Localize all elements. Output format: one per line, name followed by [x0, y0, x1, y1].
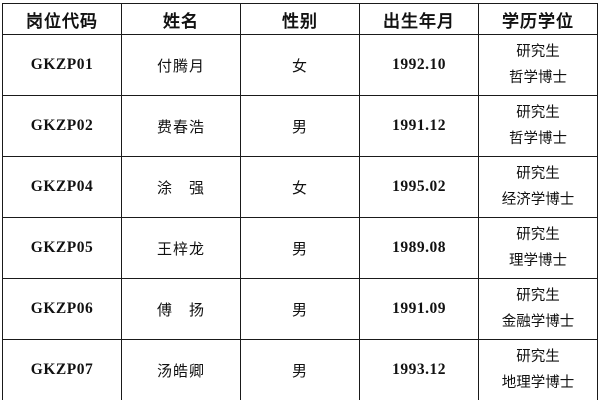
cell-education-degree: 研究生 理学博士 — [478, 217, 598, 279]
table-row: GKZP02 费春浩 男 1991.12 研究生 哲学博士 — [2, 95, 598, 157]
header-name: 姓名 — [121, 3, 241, 35]
recruitment-table: 岗位代码 姓名 性别 出生年月 学历学位 GKZP01 付腾月 女 1992.1… — [2, 3, 598, 400]
cell-position-code: GKZP02 — [2, 95, 122, 157]
education-level: 研究生 — [516, 105, 560, 121]
degree-name: 理学博士 — [509, 253, 567, 269]
degree-name: 地理学博士 — [501, 375, 575, 391]
education-level: 研究生 — [516, 349, 560, 365]
header-position-code: 岗位代码 — [2, 3, 122, 35]
cell-name: 傅 扬 — [121, 278, 241, 340]
header-birth-date: 出生年月 — [359, 3, 479, 35]
cell-gender: 男 — [240, 278, 360, 340]
cell-position-code: GKZP01 — [2, 34, 122, 96]
table-row: GKZP04 涂 强 女 1995.02 研究生 经济学博士 — [2, 156, 598, 218]
degree-name: 哲学博士 — [509, 70, 567, 86]
degree-name: 哲学博士 — [509, 131, 567, 147]
cell-education-degree: 研究生 哲学博士 — [478, 34, 598, 96]
cell-gender: 男 — [240, 339, 360, 400]
table-row: GKZP06 傅 扬 男 1991.09 研究生 金融学博士 — [2, 278, 598, 340]
cell-name: 付腾月 — [121, 34, 241, 96]
cell-birth-date: 1991.12 — [359, 95, 479, 157]
education-level: 研究生 — [516, 166, 560, 182]
table-header-row: 岗位代码 姓名 性别 出生年月 学历学位 — [2, 3, 598, 35]
degree-name: 经济学博士 — [501, 192, 575, 208]
header-education-degree: 学历学位 — [478, 3, 598, 35]
cell-position-code: GKZP07 — [2, 339, 122, 400]
cell-birth-date: 1989.08 — [359, 217, 479, 279]
cell-gender: 男 — [240, 217, 360, 279]
education-level: 研究生 — [516, 288, 560, 304]
degree-name: 金融学博士 — [501, 314, 575, 330]
cell-birth-date: 1991.09 — [359, 278, 479, 340]
cell-name: 汤皓卿 — [121, 339, 241, 400]
cell-gender: 男 — [240, 95, 360, 157]
cell-name: 涂 强 — [121, 156, 241, 218]
education-level: 研究生 — [516, 227, 560, 243]
cell-education-degree: 研究生 金融学博士 — [478, 278, 598, 340]
cell-name: 费春浩 — [121, 95, 241, 157]
cell-birth-date: 1992.10 — [359, 34, 479, 96]
cell-birth-date: 1993.12 — [359, 339, 479, 400]
cell-position-code: GKZP04 — [2, 156, 122, 218]
cell-education-degree: 研究生 地理学博士 — [478, 339, 598, 400]
cell-position-code: GKZP06 — [2, 278, 122, 340]
table-row: GKZP07 汤皓卿 男 1993.12 研究生 地理学博士 — [2, 339, 598, 400]
cell-birth-date: 1995.02 — [359, 156, 479, 218]
cell-gender: 女 — [240, 156, 360, 218]
cell-education-degree: 研究生 哲学博士 — [478, 95, 598, 157]
cell-gender: 女 — [240, 34, 360, 96]
cell-name: 王梓龙 — [121, 217, 241, 279]
education-level: 研究生 — [516, 44, 560, 60]
cell-position-code: GKZP05 — [2, 217, 122, 279]
header-gender: 性别 — [240, 3, 360, 35]
cell-education-degree: 研究生 经济学博士 — [478, 156, 598, 218]
table-row: GKZP05 王梓龙 男 1989.08 研究生 理学博士 — [2, 217, 598, 279]
table-row: GKZP01 付腾月 女 1992.10 研究生 哲学博士 — [2, 34, 598, 96]
